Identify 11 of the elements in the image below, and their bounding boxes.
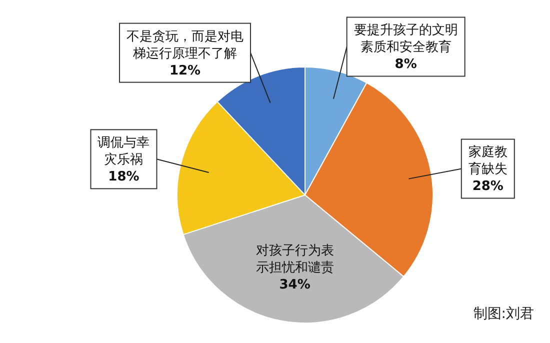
data-label: 18% <box>108 170 140 185</box>
slice-label: 对孩子行为表示担忧和谴责 <box>256 244 334 276</box>
data-label: 28% <box>472 179 504 194</box>
slice-label: 要提升孩子的文明素质和安全教育 <box>354 23 458 56</box>
data-label: 8% <box>394 57 417 72</box>
slice-label: 不是贪玩，而是对电梯运行原理不了解 <box>126 29 244 62</box>
slice-label: 家庭教育缺失 <box>468 144 508 178</box>
data-label: 12% <box>169 63 201 78</box>
data-label: 34% <box>279 278 310 293</box>
text: 制图:刘君 <box>473 306 534 322</box>
slice-label: 调侃与幸灾乐祸 <box>98 136 150 168</box>
